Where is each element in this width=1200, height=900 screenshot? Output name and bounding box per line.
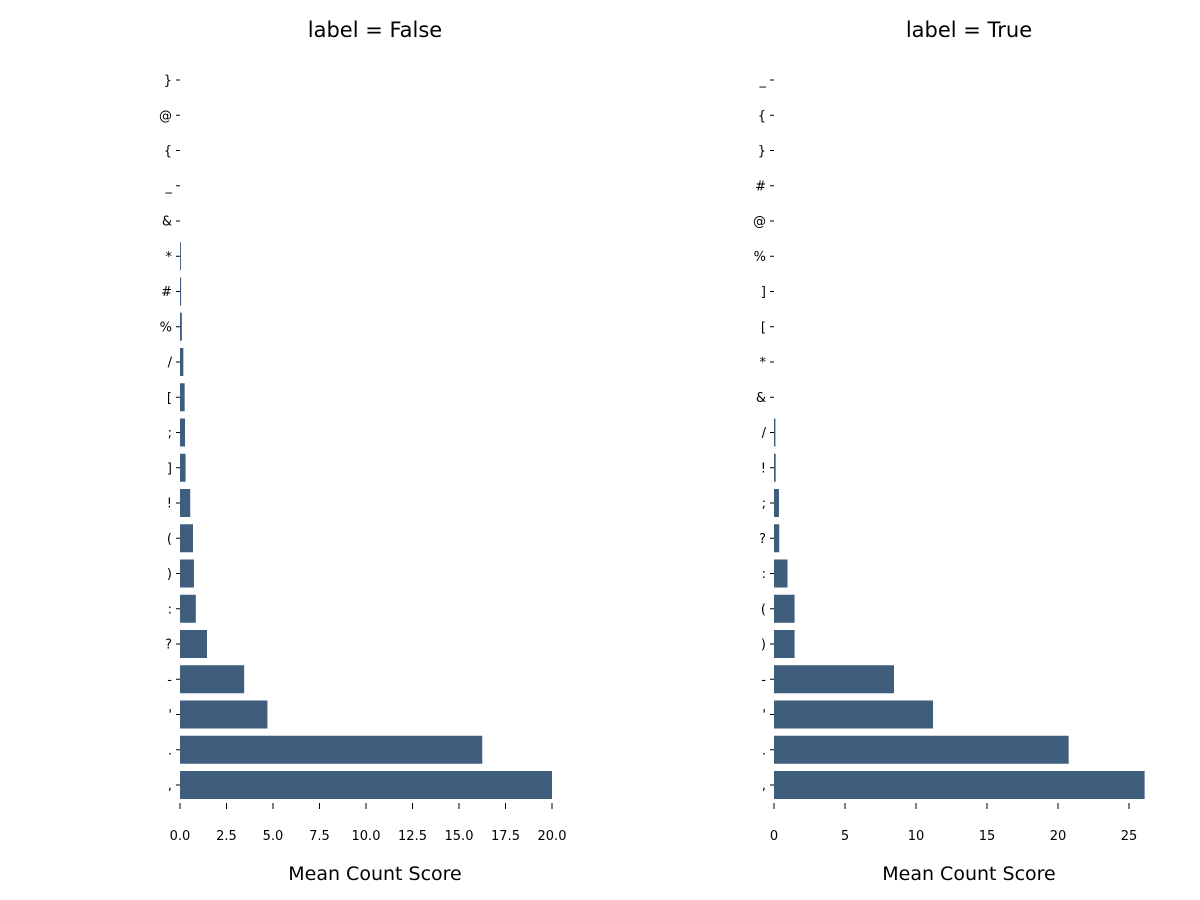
y-tick-label: / — [168, 356, 173, 371]
bar — [774, 700, 934, 729]
y-tick-label: ! — [167, 497, 172, 512]
y-tick-label: ! — [761, 461, 766, 476]
bar — [774, 524, 780, 553]
x-tick-label: 10.0 — [352, 829, 381, 844]
x-tick-label: 17.5 — [491, 829, 520, 844]
y-tick-label: ? — [759, 532, 766, 547]
bar — [774, 735, 1069, 764]
bar — [180, 453, 186, 482]
y-tick-label: [ — [761, 320, 766, 335]
x-axis-label: Mean Count Score — [288, 863, 462, 885]
bar — [180, 418, 186, 447]
panel-title: label = True — [906, 18, 1032, 42]
bar — [180, 771, 552, 799]
x-tick-label: 0.0 — [170, 829, 191, 844]
y-tick-label: * — [166, 250, 173, 265]
x-tick-label: 15 — [979, 829, 996, 844]
bar — [180, 735, 483, 764]
bar — [774, 489, 779, 517]
bar — [774, 559, 788, 588]
x-tick-label: 5.0 — [263, 829, 284, 844]
y-tick-label: } — [758, 144, 766, 159]
chart-panel-2: label = True _ {} # @%] [ * & /!;?: () - '., 0 5 10 15 2… — [753, 18, 1145, 885]
y-tick-label: . — [762, 743, 766, 758]
x-tick-label: 0 — [770, 829, 778, 844]
y-tick-label: % — [754, 250, 766, 265]
y-tick-label: * — [760, 356, 767, 371]
y-tick-label: / — [762, 426, 767, 441]
y-tick-label: ; — [762, 497, 766, 512]
y-tick-label: ) — [167, 567, 172, 582]
y-tick-label: ? — [165, 638, 172, 653]
y-tick-label: % — [160, 320, 172, 335]
y-tick-label: ' — [762, 708, 766, 723]
bar — [180, 559, 194, 588]
bar — [180, 348, 184, 376]
panel-title: label = False — [308, 18, 442, 42]
y-tick-label: { — [164, 144, 172, 159]
x-tick-label: 20 — [1050, 829, 1067, 844]
bar — [180, 277, 182, 306]
bar — [180, 242, 181, 271]
y-tick-label: ( — [761, 602, 766, 617]
y-tick-label: . — [168, 743, 172, 758]
x-tick-label: 2.5 — [216, 829, 237, 844]
x-tick-label: 15.0 — [445, 829, 474, 844]
bar — [180, 700, 268, 729]
y-tick-label: ) — [761, 638, 766, 653]
bar — [180, 665, 245, 694]
y-tick-label: { — [758, 109, 766, 124]
y-tick-label: } — [164, 74, 172, 89]
y-tick-label: ] — [167, 461, 172, 476]
bar — [774, 665, 894, 694]
x-tick-label: 25 — [1121, 829, 1138, 844]
x-tick-label: 10 — [908, 829, 925, 844]
y-tick-label: : — [762, 567, 766, 582]
x-tick-label: 20.0 — [538, 829, 567, 844]
y-tick-label: ; — [168, 426, 172, 441]
y-tick-label: ( — [167, 532, 172, 547]
y-tick-label: - — [167, 673, 172, 688]
bar — [180, 524, 194, 553]
y-tick-label: [ — [167, 391, 172, 406]
bar — [774, 630, 795, 658]
bar — [774, 418, 776, 447]
y-tick-label: @ — [159, 109, 172, 124]
x-tick-label: 12.5 — [398, 829, 427, 844]
y-tick-label: @ — [753, 215, 766, 230]
bar — [774, 594, 795, 623]
y-tick-label: , — [762, 779, 766, 794]
y-tick-label: _ — [759, 74, 767, 89]
y-tick-label: # — [755, 179, 766, 194]
bar — [180, 312, 182, 341]
bar — [180, 630, 207, 658]
y-tick-label: & — [756, 391, 766, 406]
y-tick-label: - — [761, 673, 766, 688]
y-tick-label: ' — [168, 708, 172, 723]
y-tick-label: _ — [165, 179, 173, 194]
bar — [180, 594, 196, 623]
y-tick-label: : — [168, 602, 172, 617]
chart-panel-1: label = False} @ { _ & * #% / [;]! ():? - '., 0.0 2.5… — [159, 18, 566, 885]
x-tick-label: 5 — [841, 829, 849, 844]
y-tick-label: & — [162, 215, 172, 230]
bar — [774, 453, 776, 482]
y-tick-label: # — [161, 285, 172, 300]
bar — [774, 771, 1145, 799]
x-tick-label: 7.5 — [309, 829, 330, 844]
bar — [180, 489, 191, 517]
x-axis-label: Mean Count Score — [882, 863, 1056, 885]
y-tick-label: ] — [761, 285, 766, 300]
bar — [180, 383, 185, 412]
y-tick-label: , — [168, 779, 172, 794]
